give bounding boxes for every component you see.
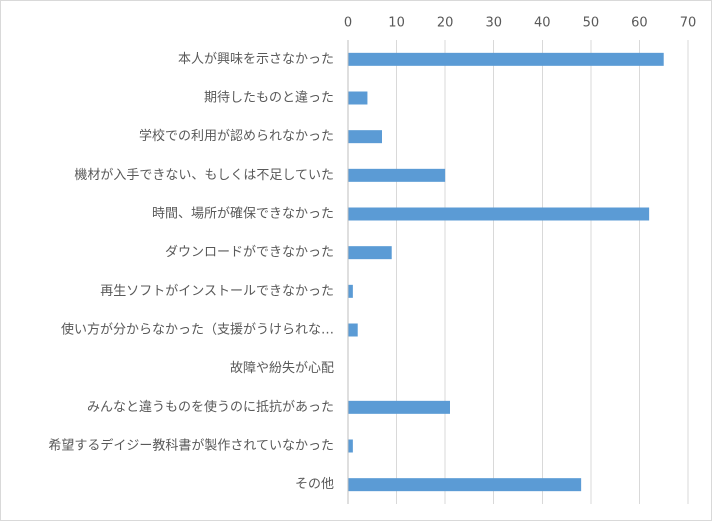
bar xyxy=(348,284,353,298)
bar xyxy=(348,130,382,144)
bar xyxy=(348,207,650,221)
x-tick-label: 20 xyxy=(437,16,454,31)
category-label: 機材が入手できない、もしくは不足していた xyxy=(74,168,334,183)
category-label: 期待したものと違った xyxy=(204,91,334,106)
category-label: ダウンロードができなかった xyxy=(165,245,334,260)
bar xyxy=(348,323,358,337)
x-tick-label: 40 xyxy=(534,16,551,31)
bar xyxy=(348,439,353,453)
bar xyxy=(348,168,446,182)
category-label: 本人が興味を示さなかった xyxy=(178,52,334,67)
x-tick-label: 10 xyxy=(388,16,405,31)
bar xyxy=(348,52,664,66)
category-label: 希望するデイジー教科書が製作されていなかった xyxy=(48,438,334,454)
bar xyxy=(348,400,450,414)
bar xyxy=(348,478,582,492)
category-label: 時間、場所が確保できなかった xyxy=(152,206,334,222)
category-label: 再生ソフトがインストールできなかった xyxy=(100,284,334,299)
category-label: その他 xyxy=(295,477,334,492)
x-tick-label: 50 xyxy=(583,16,600,31)
category-label: みんなと違うものを使うのに抵抗があった xyxy=(87,399,334,415)
bar xyxy=(348,246,392,260)
bar xyxy=(348,91,368,105)
x-tick-label: 60 xyxy=(631,16,648,31)
category-label: 学校での利用が認められなかった xyxy=(139,128,334,144)
x-tick-label: 30 xyxy=(485,16,502,31)
category-label: 使い方が分からなかった（支援がうけられな… xyxy=(61,322,334,338)
x-tick-label: 0 xyxy=(344,16,352,31)
category-label: 故障や紛失が心配 xyxy=(230,361,334,376)
x-tick-label: 70 xyxy=(680,16,697,31)
